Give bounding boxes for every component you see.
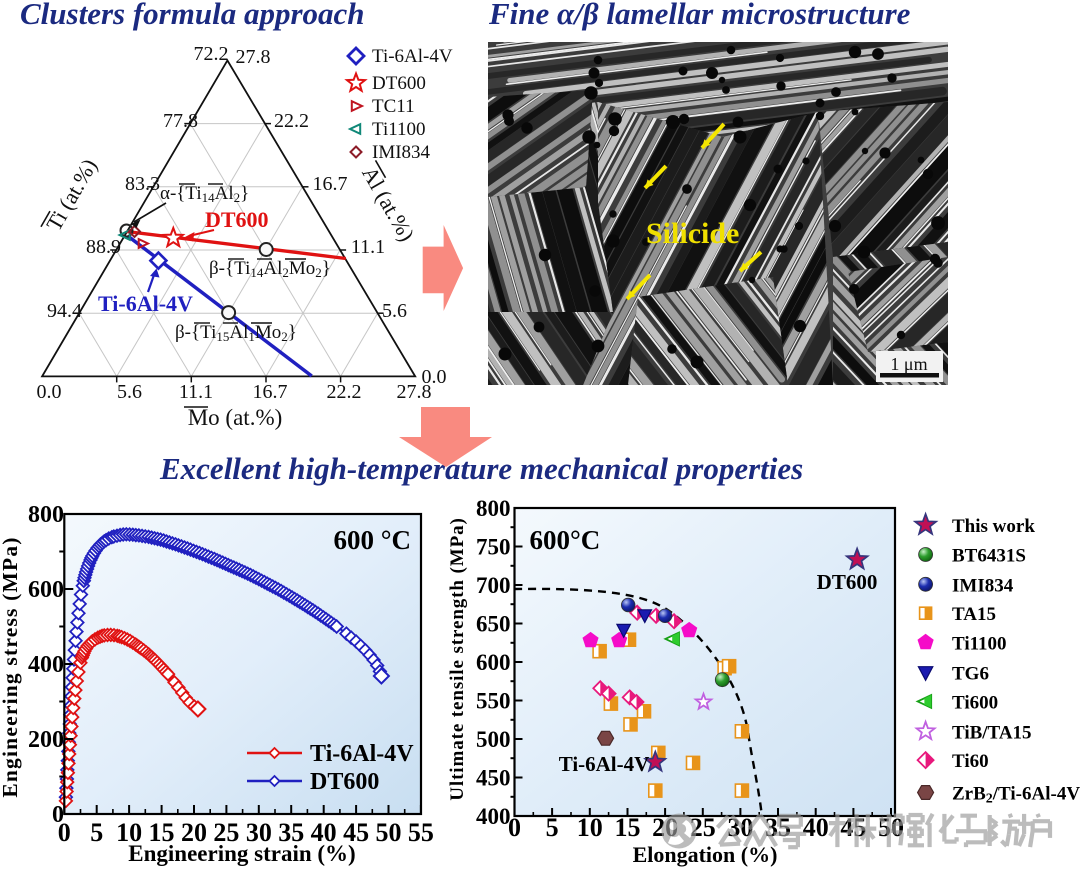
svg-text:1 μm: 1 μm <box>890 354 927 374</box>
svg-text:TiB/TA15: TiB/TA15 <box>952 722 1032 743</box>
svg-text:0.0: 0.0 <box>422 366 447 388</box>
svg-text:TA15: TA15 <box>952 604 996 625</box>
svg-text:400: 400 <box>28 652 64 678</box>
svg-text:0: 0 <box>58 818 71 847</box>
svg-text:25: 25 <box>690 813 716 842</box>
svg-text:600: 600 <box>28 577 64 603</box>
svg-text:35: 35 <box>765 813 791 842</box>
svg-text:40: 40 <box>311 818 337 847</box>
svg-text:IMI834: IMI834 <box>372 142 431 163</box>
svg-text:Ti600: Ti600 <box>952 692 998 713</box>
svg-text:40: 40 <box>803 813 829 842</box>
svg-text:TC11: TC11 <box>372 96 415 117</box>
svg-text:500: 500 <box>476 727 511 752</box>
svg-text:600°C: 600°C <box>530 525 601 555</box>
svg-text:45: 45 <box>840 813 866 842</box>
svg-text:0: 0 <box>52 802 64 828</box>
svg-text:750: 750 <box>476 535 511 560</box>
svg-text:Mo (at.%): Mo (at.%) <box>188 405 283 430</box>
svg-text:27.8: 27.8 <box>236 46 271 68</box>
svg-text:94.4: 94.4 <box>47 300 82 322</box>
svg-text:Ti1100: Ti1100 <box>372 119 426 140</box>
svg-text:600: 600 <box>476 650 511 675</box>
svg-text:50: 50 <box>376 818 402 847</box>
svg-text:Engineering stress (MPa): Engineering stress (MPa) <box>0 536 22 797</box>
svg-text:200: 200 <box>28 727 64 753</box>
svg-text:TG6: TG6 <box>952 663 989 684</box>
svg-text:α-{Ti14Al2}: α-{Ti14Al2} <box>160 183 249 205</box>
svg-text:20: 20 <box>181 818 207 847</box>
svg-text:22.2: 22.2 <box>274 110 309 132</box>
svg-text:10: 10 <box>116 818 142 847</box>
svg-text:IMI834: IMI834 <box>952 575 1014 596</box>
svg-text:Ti60: Ti60 <box>952 751 989 772</box>
svg-text:15: 15 <box>149 818 175 847</box>
svg-text:83.3: 83.3 <box>125 173 160 195</box>
svg-text:88.9: 88.9 <box>86 236 121 258</box>
svg-text:DT600: DT600 <box>817 570 878 594</box>
svg-text:30: 30 <box>727 813 753 842</box>
svg-text:5.6: 5.6 <box>382 300 407 322</box>
svg-text:0: 0 <box>508 813 521 842</box>
svg-text:27.8: 27.8 <box>397 381 432 403</box>
svg-text:ZrB2/Ti-6Al-4V: ZrB2/Ti-6Al-4V <box>952 784 1080 807</box>
svg-text:Ti-6Al-4V: Ti-6Al-4V <box>372 46 453 67</box>
svg-text:77.8: 77.8 <box>163 110 198 132</box>
svg-text:800: 800 <box>28 502 64 528</box>
svg-text:5: 5 <box>546 813 559 842</box>
svg-text:Ti-6Al-4V: Ti-6Al-4V <box>559 752 650 776</box>
svg-text:30: 30 <box>246 818 272 847</box>
svg-text:400: 400 <box>476 804 511 829</box>
svg-text:Engineering strain (%): Engineering strain (%) <box>128 841 355 866</box>
svg-text:20: 20 <box>652 813 678 842</box>
svg-text:Silicide: Silicide <box>646 217 739 250</box>
svg-text:Ultimate tensile strength (MPa: Ultimate tensile strength (MPa) <box>447 517 468 800</box>
svg-text:55: 55 <box>408 818 434 847</box>
svg-text:22.2: 22.2 <box>327 381 362 403</box>
svg-text:16.7: 16.7 <box>313 173 348 195</box>
svg-text:DT600: DT600 <box>310 769 379 795</box>
svg-text:Ti1100: Ti1100 <box>952 633 1007 654</box>
svg-text:β-{Ti15Al1Mo2}: β-{Ti15Al1Mo2} <box>175 322 297 344</box>
svg-text:35: 35 <box>278 818 304 847</box>
svg-text:700: 700 <box>476 573 511 598</box>
svg-text:650: 650 <box>476 612 511 637</box>
svg-text:This work: This work <box>952 516 1035 537</box>
svg-text:Ti-6Al-4V: Ti-6Al-4V <box>310 741 414 767</box>
svg-text:5: 5 <box>90 818 103 847</box>
svg-text:0.0: 0.0 <box>37 381 62 403</box>
svg-text:5.6: 5.6 <box>117 381 142 403</box>
svg-text:16.7: 16.7 <box>253 381 288 403</box>
svg-text:DT600: DT600 <box>205 207 269 232</box>
svg-text:Elongation (%): Elongation (%) <box>633 842 778 867</box>
svg-text:10: 10 <box>577 813 603 842</box>
svg-text:DT600: DT600 <box>372 73 426 94</box>
svg-text:11.1: 11.1 <box>179 381 213 403</box>
svg-text:600 °C: 600 °C <box>333 525 411 555</box>
svg-text:450: 450 <box>476 766 511 791</box>
svg-text:Ti-6Al-4V: Ti-6Al-4V <box>98 291 193 316</box>
svg-text:45: 45 <box>343 818 369 847</box>
svg-text:550: 550 <box>476 689 511 714</box>
svg-text:11.1: 11.1 <box>351 236 385 258</box>
svg-text:BT6431S: BT6431S <box>952 546 1026 567</box>
svg-text:50: 50 <box>878 813 904 842</box>
svg-text:800: 800 <box>476 496 511 521</box>
svg-text:25: 25 <box>213 818 239 847</box>
svg-text:72.2: 72.2 <box>194 43 229 65</box>
svg-text:15: 15 <box>614 813 640 842</box>
svg-text:β-{Ti14Al2Mo2}: β-{Ti14Al2Mo2} <box>209 258 331 280</box>
